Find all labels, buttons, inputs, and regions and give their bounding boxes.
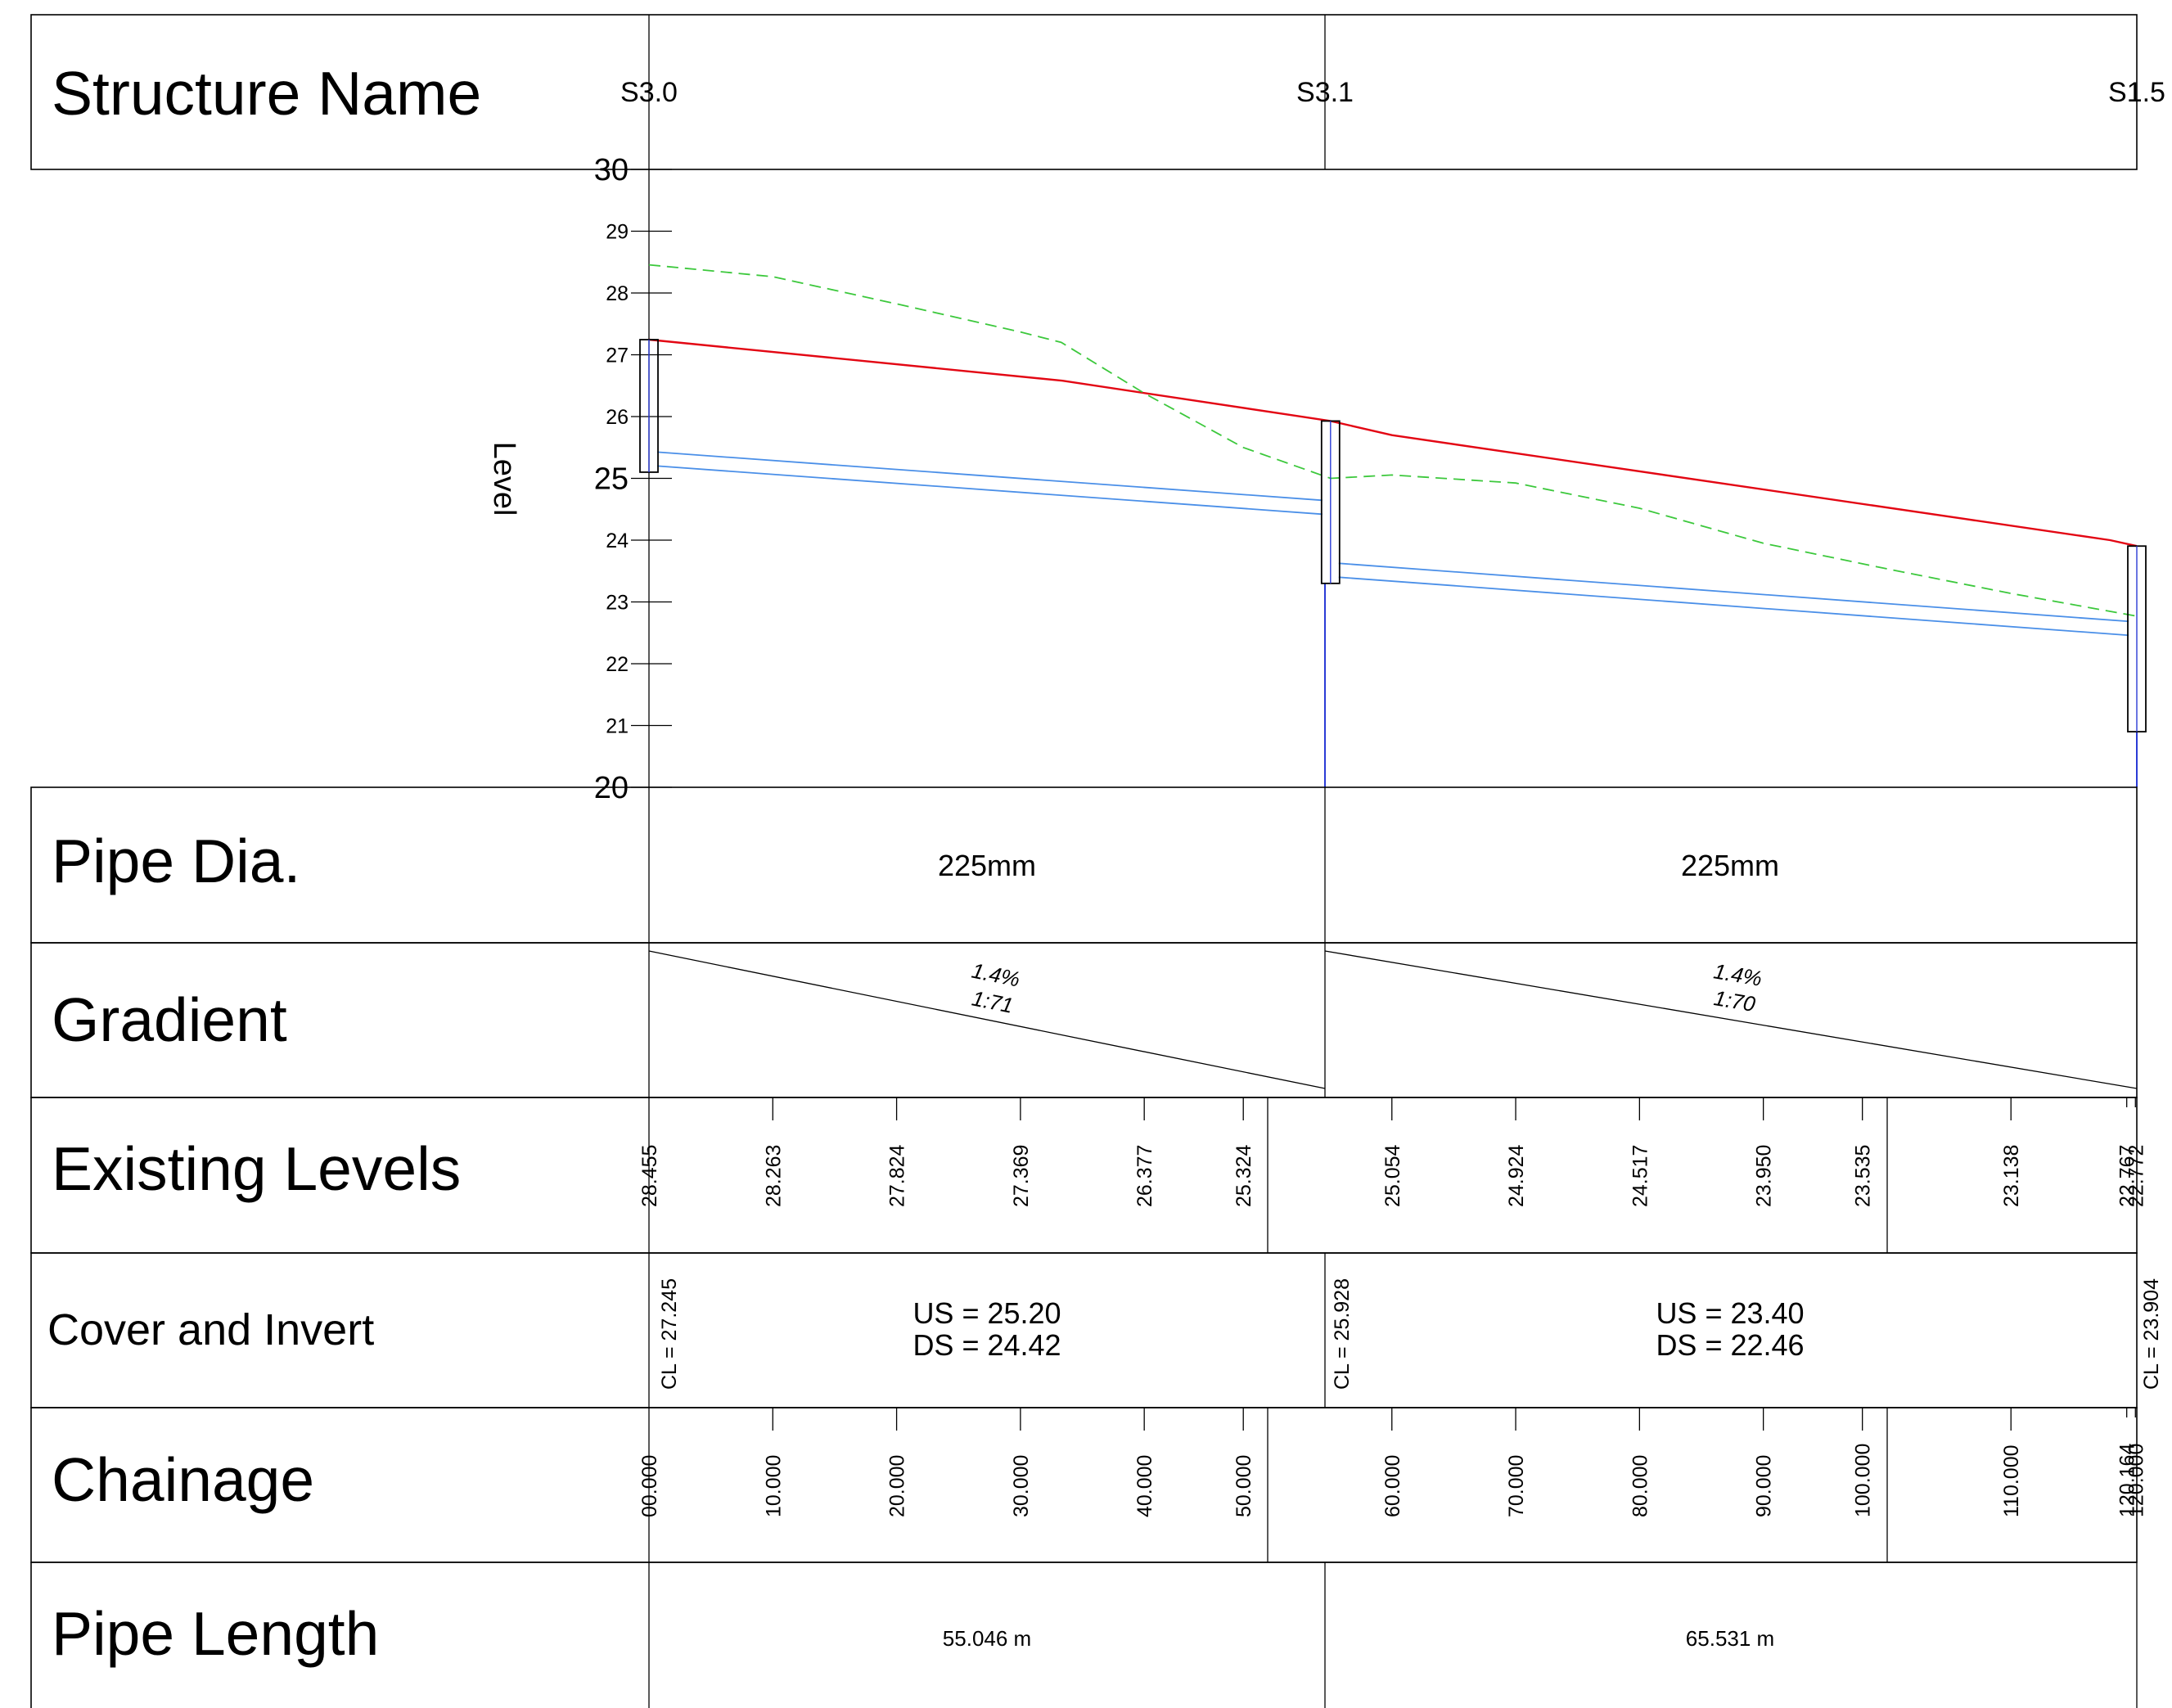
row-title-existing-levels: Existing Levels [52,1134,461,1203]
existing-level-label-2: 27.824 [886,1144,909,1207]
gradient-slope-line-1 [648,950,1326,1089]
cover-level-line [648,338,2138,548]
level-tick-label-20: 20 [594,771,629,805]
level-tick-label-26: 26 [606,406,629,429]
chainage-label-4: 40.000 [1133,1455,1156,1517]
pipe-length-2: 65.531 m [1686,1626,1774,1651]
pipe-crown-line-2 [1338,562,2129,623]
existing-level-label-12: 22.767 [2116,1145,2139,1207]
level-tick-label-24: 24 [606,530,629,552]
chainage-label-1: 10.000 [762,1455,785,1517]
existing-level-label-10: 23.535 [1852,1145,1875,1207]
existing-level-label-5: 25.324 [1232,1144,1255,1207]
pipe-dia-2: 225mm [1681,849,1779,882]
level-tick-label-21: 21 [606,715,629,738]
existing-level-line [648,264,2138,617]
existing-level-label-1: 28.263 [762,1145,785,1207]
level-tick-label-28: 28 [606,282,629,305]
level-tick-label-30: 30 [594,153,629,187]
chainage-label-7: 70.000 [1505,1455,1528,1517]
existing-level-label-8: 24.517 [1629,1145,1652,1207]
level-tick-label-27: 27 [606,345,629,367]
chainage-band: Chainage 00.000 10.000 20.000 30.000 40.000 5… [30,1407,2147,1563]
existing-level-label-6: 25.054 [1381,1144,1404,1207]
level-tick-label-22: 22 [606,653,629,676]
level-axis-ticks: 20 21 22 23 24 25 26 27 28 29 30 [594,153,672,805]
invert-us-2: US = 23.40 [1656,1296,1804,1330]
profile-series [648,264,2138,617]
chainage-label-8: 80.000 [1629,1455,1652,1517]
structure-label-s1-5: S1.5 [2108,77,2165,108]
chainage-label-13: 120.000 [2125,1444,2147,1517]
manhole-chambers [639,339,2147,732]
existing-level-label-3: 27.369 [1010,1145,1033,1207]
existing-levels-band: Existing Levels 28.455 28.263 27.824 27.369… [30,1097,2147,1254]
existing-level-label-4: 26.377 [1133,1145,1156,1207]
chainage-label-5: 50.000 [1232,1455,1255,1517]
row-title-gradient: Gradient [52,985,287,1054]
cover-invert-band: Cover and Invert CL = 27.245 CL = 25.928… [30,1252,2163,1408]
chainage-label-12: 120.164 [2116,1444,2139,1517]
chainage-marks: 00.000 10.000 20.000 30.000 40.000 50.000 60.0… [638,1408,2147,1517]
level-tick-label-29: 29 [606,221,629,244]
cover-level-s3-0: CL = 27.245 [658,1278,681,1390]
chainage-label-10: 100.000 [1852,1444,1875,1517]
pipe-crown-line-1 [656,451,1323,502]
chainage-label-11: 110.000 [2000,1444,2023,1517]
pipe-length-band: Pipe Length 55.046 m 65.531 m [30,1562,2138,1708]
pipe-dia-1: 225mm [938,849,1036,882]
row-title-structure-name: Structure Name [52,59,481,128]
pipe-inverts [656,451,2129,637]
existing-level-label-9: 23.950 [1753,1145,1776,1207]
structure-label-s3-1: S3.1 [1296,77,1354,108]
chainage-label-6: 60.000 [1381,1455,1404,1517]
level-tick-label-25: 25 [594,462,629,497]
pipe-dia-band: Pipe Dia. 225mm 225mm [30,786,2138,944]
structure-label-s3-0: S3.0 [620,77,678,108]
chainage-label-3: 30.000 [1010,1455,1033,1517]
row-title-pipe-dia: Pipe Dia. [52,827,300,895]
existing-level-marks: 28.455 28.263 27.824 27.369 26.377 25.324 25.0… [638,1097,2147,1207]
level-axis-title: Level [487,442,521,516]
row-title-cover-invert: Cover and Invert [47,1305,374,1354]
profile-plot: 20 21 22 23 24 25 26 27 28 29 30 Level [487,153,2147,805]
invert-ds-2: DS = 22.46 [1656,1328,1804,1362]
gradient-ratio-1: 1:71 [970,985,1016,1017]
level-tick-label-23: 23 [606,592,629,615]
gradient-ratio-2: 1:70 [1712,985,1757,1016]
pipe-length-1: 55.046 m [943,1626,1031,1651]
row-title-chainage: Chainage [52,1445,314,1514]
chainage-label-2: 20.000 [886,1455,909,1517]
row-title-pipe-length: Pipe Length [52,1599,379,1668]
gradient-band: Gradient 1.4% 1:71 1.4% 1:70 [30,942,2138,1098]
gradient-slope-line-2 [1324,950,2138,1089]
existing-level-label-13: 22.772 [2125,1145,2147,1207]
invert-ds-1: DS = 24.42 [913,1328,1061,1362]
cover-level-s3-1: CL = 25.928 [1331,1278,1354,1390]
structure-name-band: Structure Name S3.0 S3.1 S1.5 [30,14,2165,170]
chainage-label-0: 00.000 [638,1455,661,1517]
existing-level-label-0: 28.455 [638,1145,661,1207]
invert-us-1: US = 25.20 [913,1296,1061,1330]
pipe-invert-line-2 [1338,576,2129,637]
existing-level-label-7: 24.924 [1505,1144,1528,1207]
cover-level-s1-5: CL = 23.904 [2140,1278,2163,1390]
chainage-label-9: 90.000 [1753,1455,1776,1517]
existing-level-label-11: 23.138 [2000,1145,2023,1207]
pipe-invert-line-1 [656,465,1323,516]
